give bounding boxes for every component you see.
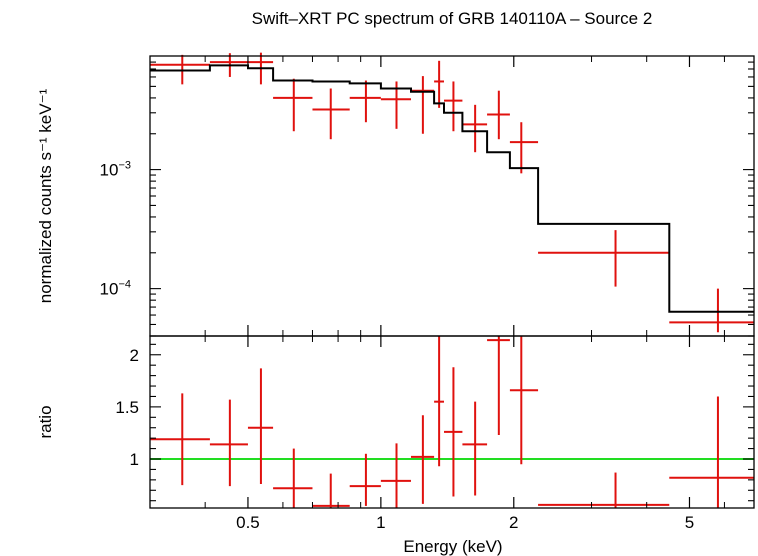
x-tick-label: 0.5 [236,513,260,532]
chart-title: Swift–XRT PC spectrum of GRB 140110A – S… [252,9,653,28]
data-point [444,81,463,132]
axes-group: 0.5 1 2 510−310−411.52 [100,55,755,532]
data-point [410,76,435,134]
ratio-panel-frame [149,335,755,509]
ratio-y-axis-label: ratio [36,405,55,438]
x-tick-label: 1 [376,513,385,532]
data-point [312,88,350,140]
ratio-point [462,401,488,496]
ratio-point [444,367,463,497]
data-point [509,122,539,174]
ratio-point [410,415,435,504]
data-point [487,90,510,140]
ratio-point [380,443,411,508]
x-tick-label: 2 [509,513,518,532]
ratio-point [209,399,248,487]
x-axis-label: Energy (keV) [403,537,502,556]
ratio-point [273,448,313,508]
ratio-point [509,336,539,465]
spectrum-data-series [150,52,754,333]
ratio-point [487,336,510,436]
ratio-point [538,472,670,508]
spectrum-y-axis-label: normalized counts s⁻¹ keV⁻¹ [36,88,55,303]
data-point [462,104,488,153]
data-point [434,60,445,108]
ratio-y-tick-label: 1 [130,450,139,469]
ratio-point [247,368,274,485]
spectrum-model-series [150,64,754,313]
ratio-point [349,453,381,506]
data-point [273,78,313,132]
data-point [538,230,670,287]
ratio-point [669,396,754,508]
data-point [669,288,754,333]
ratio-point [150,393,210,486]
x-tick-label: 5 [685,513,694,532]
ratio-y-tick-label: 2 [130,346,139,365]
ratio-y-tick-label: 1.5 [115,398,139,417]
ratio-point [312,473,350,508]
ratio-data-series [150,336,754,508]
ratio-point [434,336,445,467]
model-step-line [150,64,754,313]
data-point [349,80,381,123]
